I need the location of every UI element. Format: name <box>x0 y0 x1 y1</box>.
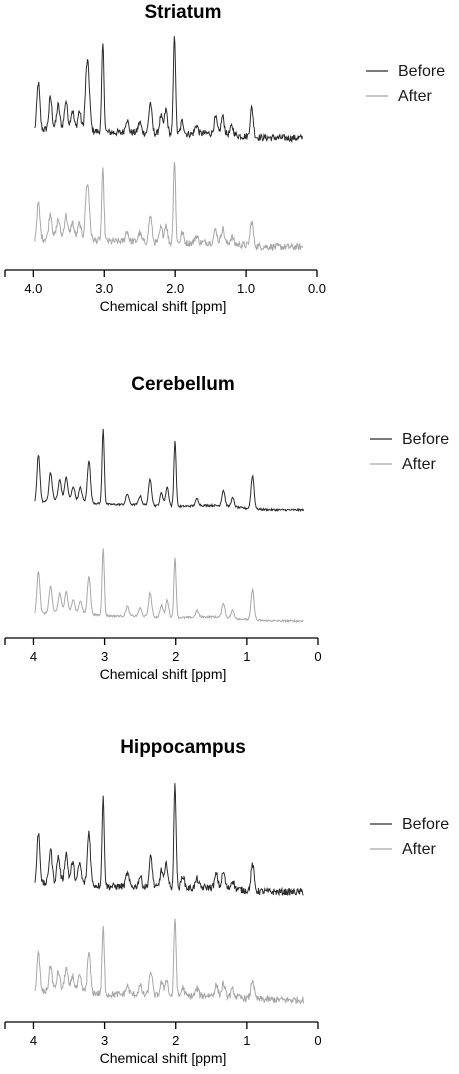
spectrum-after <box>34 548 304 624</box>
panel-cerebellum: Cerebellum 4 3 2 1 0 Chemical shift [ppm] Befor… <box>4 374 449 682</box>
spectrum-after <box>34 162 303 252</box>
x-axis-label: Chemical shift [ppm] <box>100 666 227 682</box>
x-tick-label: 3 <box>101 649 108 664</box>
x-axis: 4.0 3.0 2.0 1.0 0.0 Chemical shift [ppm] <box>4 269 326 314</box>
panel-hippocampus: Hippocampus 4 3 2 1 0 Chemical shift [ppm] Befo… <box>4 737 449 1066</box>
x-tick-label: 4.0 <box>24 281 42 296</box>
panel-striatum: Striatum 4.0 3.0 2.0 1.0 0.0 Chemical shift [p… <box>4 2 445 314</box>
x-tick-label: 0 <box>314 1033 321 1048</box>
spectrum-before <box>34 428 304 513</box>
legend-label-before: Before <box>402 816 449 833</box>
x-axis-label: Chemical shift [ppm] <box>100 298 227 314</box>
spectrum-after <box>34 918 304 1005</box>
legend: Before After <box>370 816 449 858</box>
x-axis: 4 3 2 1 0 Chemical shift [ppm] <box>4 637 322 682</box>
x-tick-label: 3.0 <box>95 281 113 296</box>
panel-title: Cerebellum <box>131 374 234 395</box>
panel-title: Hippocampus <box>120 737 246 758</box>
spectrum-before <box>34 783 304 897</box>
x-tick-label: 3 <box>101 1033 108 1048</box>
x-tick-label: 0 <box>314 649 321 664</box>
legend-label-after: After <box>402 841 436 858</box>
x-tick-label: 2 <box>172 649 179 664</box>
x-tick-label: 1 <box>243 649 250 664</box>
x-tick-label: 2.0 <box>166 281 184 296</box>
x-tick-label: 4 <box>30 649 37 664</box>
legend-label-after: After <box>398 88 432 105</box>
legend: Before After <box>370 431 449 473</box>
panel-title: Striatum <box>144 2 221 23</box>
spectrum-before <box>34 36 303 144</box>
x-tick-label: 1 <box>243 1033 250 1048</box>
legend: Before After <box>366 63 445 105</box>
x-axis-label: Chemical shift [ppm] <box>100 1050 227 1066</box>
x-axis: 4 3 2 1 0 Chemical shift [ppm] <box>4 1021 322 1066</box>
legend-label-before: Before <box>402 431 449 448</box>
x-tick-label: 1.0 <box>237 281 255 296</box>
legend-label-before: Before <box>398 63 445 80</box>
x-tick-label: 4 <box>30 1033 37 1048</box>
x-tick-label: 0.0 <box>308 281 326 296</box>
x-tick-label: 2 <box>172 1033 179 1048</box>
legend-label-after: After <box>402 456 436 473</box>
